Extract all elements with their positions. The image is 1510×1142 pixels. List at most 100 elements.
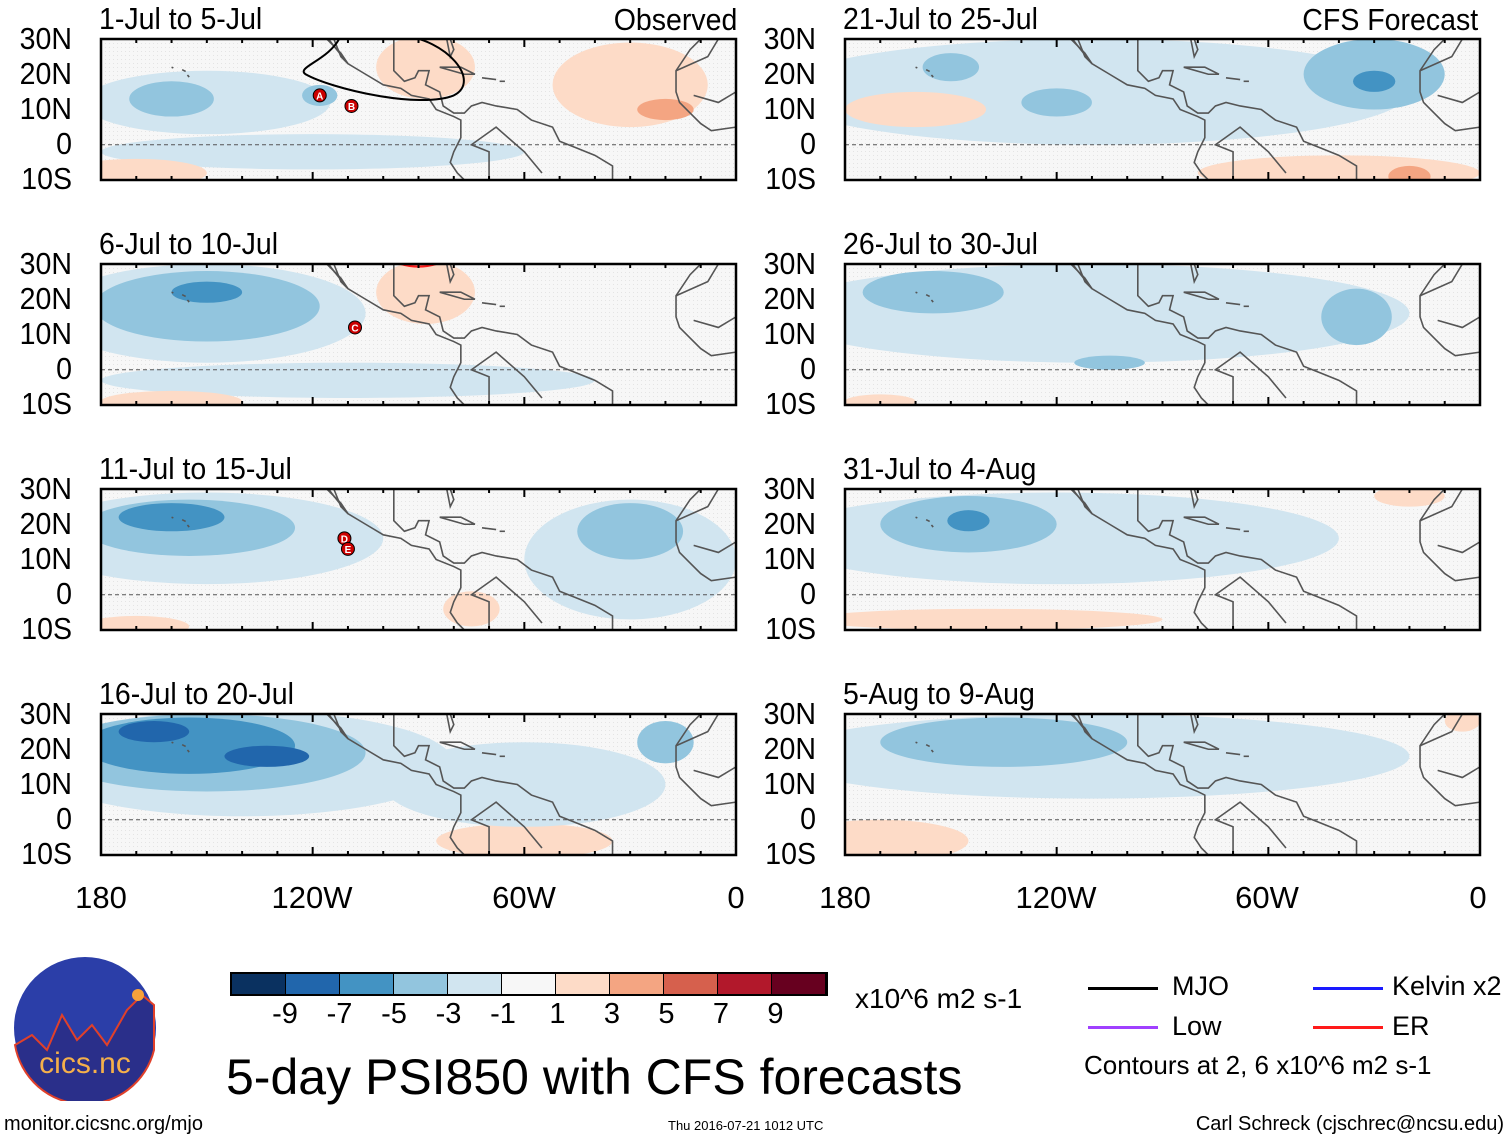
anomaly-region [101, 615, 190, 630]
coastline [675, 489, 736, 582]
coastline [393, 264, 614, 405]
colorbar-tick-label: 5 [658, 998, 675, 1030]
coastline [171, 66, 174, 69]
coastline [675, 714, 736, 807]
anomaly-region [1021, 88, 1092, 117]
storm-marker[interactable]: B [344, 98, 359, 113]
storm-marker[interactable]: E [340, 541, 355, 556]
kelvin-legend-label: Kelvin x2 [1392, 971, 1502, 1001]
observed-label: Observed [613, 2, 737, 37]
low-legend-label: Low [1172, 1011, 1222, 1041]
colorbar-swatch [556, 974, 610, 994]
coastline [1071, 264, 1093, 290]
map-panel [843, 712, 1482, 857]
coastline [481, 76, 497, 81]
coastline [1419, 264, 1464, 297]
coastline [1225, 76, 1241, 81]
coastline [445, 489, 455, 510]
colorbar-swatch [610, 974, 664, 994]
coastline [925, 743, 931, 748]
coastline [469, 801, 543, 855]
lat-label: 20N [19, 731, 72, 766]
anomaly-region [845, 39, 1410, 145]
panel-frame [843, 487, 1482, 632]
colorbar-swatch [772, 974, 826, 994]
anomaly-region [1388, 165, 1431, 180]
coastline [469, 576, 543, 630]
coastline [481, 301, 497, 306]
anomaly-region [101, 134, 525, 170]
coastline [1189, 489, 1199, 510]
coastline [393, 489, 614, 630]
coastline [1213, 126, 1287, 180]
coastline [1137, 489, 1358, 630]
map-panel [843, 262, 1482, 407]
colorbar-swatch [286, 974, 340, 994]
low-legend-line [1088, 1026, 1158, 1029]
coastline [925, 518, 931, 523]
panel-title: 31-Jul to 4-Aug [843, 451, 1037, 486]
colorbar-swatch [232, 974, 286, 994]
coastline [675, 39, 736, 132]
timestamp: Thu 2016-07-21 1012 UTC [668, 1118, 824, 1133]
colorbar [230, 972, 828, 996]
lat-label: 10N [763, 541, 816, 576]
panel-title: 5-Aug to 9-Aug [843, 676, 1035, 711]
figure-title: 5-day PSI850 with CFS forecasts [226, 1049, 963, 1105]
coastline [327, 39, 349, 65]
coastline [445, 264, 455, 285]
coastline [181, 68, 187, 73]
anomaly-region [436, 823, 613, 855]
svg-text:A: A [316, 91, 323, 102]
coastline [1419, 714, 1464, 747]
coastline [915, 741, 918, 744]
lat-label: 10S [21, 836, 72, 871]
lat-label: 30N [763, 471, 816, 506]
coastline [1189, 714, 1199, 735]
lat-label: 0 [56, 126, 72, 161]
storm-marker[interactable]: A [312, 88, 327, 103]
coastline [693, 766, 736, 779]
lon-label: 120W [1015, 880, 1097, 915]
coastline [1189, 39, 1199, 60]
lat-label: 30N [763, 696, 816, 731]
coastline [1437, 316, 1480, 329]
lat-label: 10N [19, 766, 72, 801]
coastline [171, 741, 174, 744]
lat-label: 10S [765, 161, 816, 196]
lat-label: 20N [763, 281, 816, 316]
map-panel [99, 712, 738, 857]
lat-label: 20N [763, 731, 816, 766]
coastline [1137, 39, 1358, 180]
svg-text:C: C [351, 323, 358, 334]
anomaly-region [922, 53, 980, 82]
coastline [327, 489, 349, 515]
anomaly-region [383, 742, 666, 827]
anomaly-region [224, 745, 310, 767]
coastline [1419, 489, 1464, 522]
panel-frame [99, 37, 738, 182]
lat-label: 0 [56, 351, 72, 386]
lat-label: 20N [19, 506, 72, 541]
coastline [181, 293, 187, 298]
anomaly-region [845, 492, 1339, 585]
map-panel [843, 37, 1482, 182]
panel-title: 21-Jul to 25-Jul [843, 1, 1038, 36]
anomaly-region [637, 721, 694, 764]
colorbar-swatch [448, 974, 502, 994]
coastline [1437, 91, 1480, 104]
coastline [675, 264, 736, 357]
source-url[interactable]: monitor.cicsnc.org/mjo [4, 1113, 203, 1135]
colorbar-tick-label: 1 [549, 998, 566, 1030]
forecast-label: CFS Forecast [1302, 2, 1478, 37]
coastline [915, 291, 918, 294]
anomaly-region [1353, 70, 1396, 92]
storm-marker[interactable]: C [348, 320, 362, 335]
lat-label: 0 [800, 801, 816, 836]
coastline [1183, 741, 1220, 751]
lon-label: 120W [271, 880, 353, 915]
lat-label: 0 [800, 351, 816, 386]
coastline [1183, 66, 1220, 76]
coastline [171, 516, 174, 519]
anomaly-region [1321, 288, 1392, 346]
